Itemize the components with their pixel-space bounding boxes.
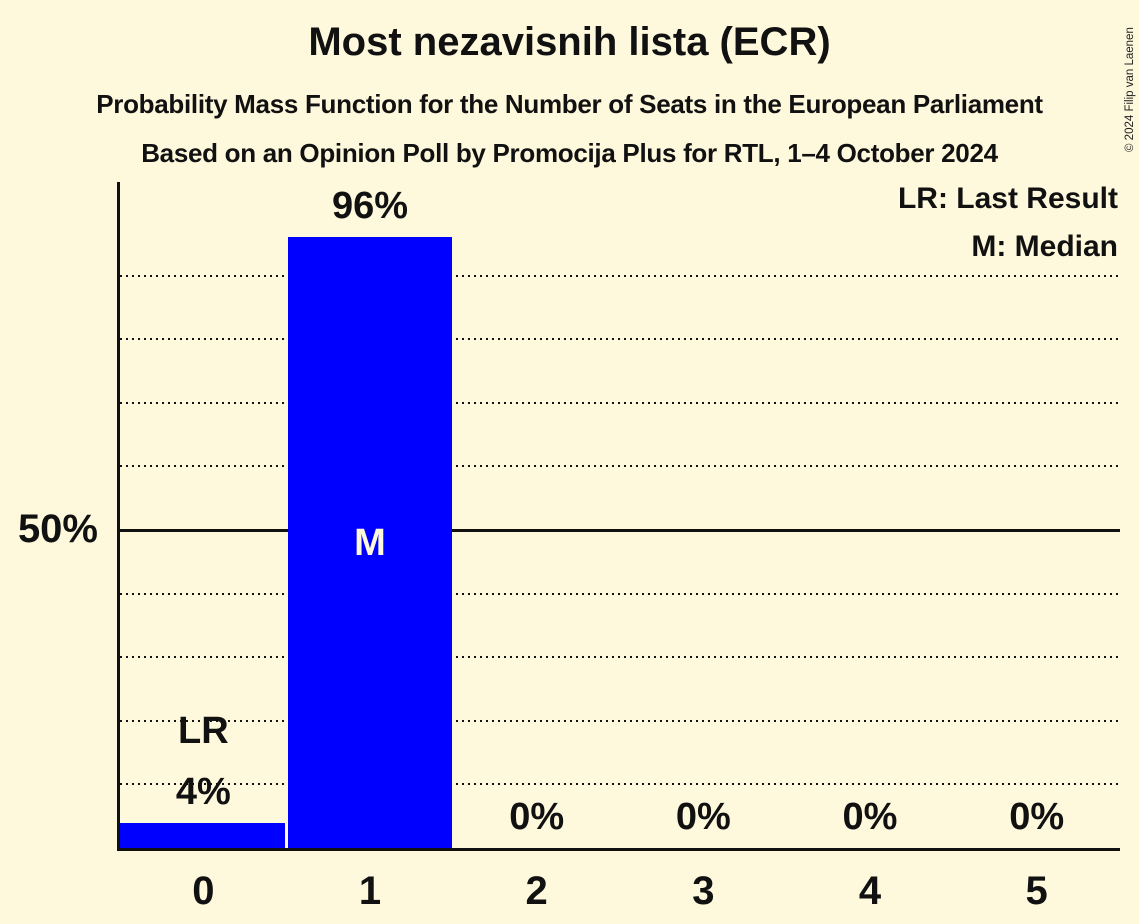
gridline-90-percent [120, 274, 1120, 277]
x-tick-label-4: 4 [858, 869, 882, 913]
copyright-notice: © 2024 Filip van Laenen [1124, 27, 1136, 152]
gridline-20-percent [120, 719, 1120, 722]
bar-value-label-2: 0% [509, 796, 565, 838]
bar-seats-1 [288, 237, 452, 848]
bar-value-label-4: 0% [842, 796, 898, 838]
gridline-80-percent [120, 338, 1120, 341]
bar-value-label-3: 0% [675, 796, 731, 838]
plot-area: 4% 96% 0% 0% 0% 0% LR M 0 1 2 3 4 5 [117, 182, 1120, 911]
chart-title: Most nezavisnih lista (ECR) [308, 20, 831, 64]
bar-value-label-1: 96% [331, 185, 409, 228]
bar-value-label-0: 4% [175, 770, 231, 813]
bar-value-label-5: 0% [1009, 796, 1065, 838]
median-annotation: M [354, 521, 386, 564]
x-tick-label-1: 1 [358, 869, 382, 913]
last-result-annotation: LR [178, 709, 229, 752]
legend-median: M: Median [971, 230, 1118, 263]
gridline-30-percent [120, 656, 1120, 659]
chart-subtitle-line1: Probability Mass Function for the Number… [96, 89, 1043, 119]
bar-seats-0 [120, 822, 286, 848]
gridline-60-percent [120, 465, 1120, 468]
y-axis-50-percent-label: 50% [17, 507, 98, 551]
gridline-70-percent [120, 401, 1120, 404]
x-tick-label-3: 3 [692, 869, 715, 913]
chart-subtitle-line2: Based on an Opinion Poll by Promocija Pl… [141, 138, 998, 168]
gridline-10-percent [120, 783, 1120, 786]
legend-last-result: LR: Last Result [897, 182, 1118, 215]
x-tick-label-5: 5 [1025, 869, 1048, 913]
gridline-40-percent [120, 592, 1120, 595]
x-tick-label-2: 2 [525, 869, 548, 913]
majority-line-50-percent [120, 528, 1120, 532]
x-tick-label-0: 0 [192, 869, 215, 913]
